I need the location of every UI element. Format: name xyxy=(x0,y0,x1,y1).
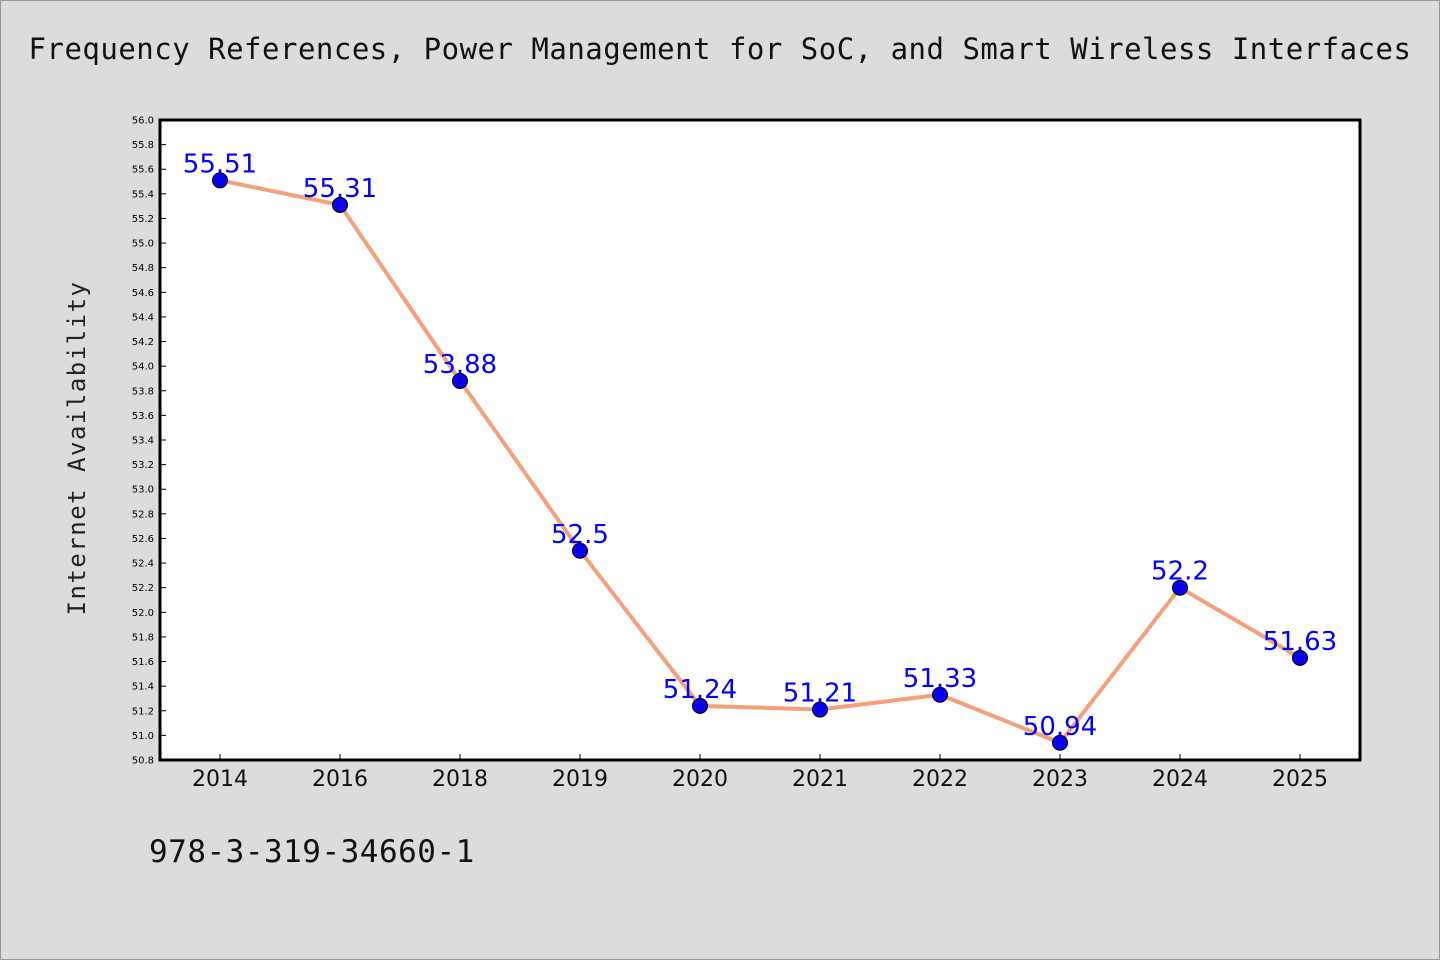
y-tick-label: 55.2 xyxy=(132,214,154,225)
y-tick-label: 54.0 xyxy=(132,362,154,373)
y-tick-label: 55.8 xyxy=(132,140,154,151)
x-tick-label: 2016 xyxy=(312,767,368,792)
data-label: 51.24 xyxy=(663,675,737,705)
y-tick-label: 51.2 xyxy=(132,706,154,717)
data-point xyxy=(572,542,588,559)
data-label: 53.88 xyxy=(423,350,497,380)
y-tick-label: 52.4 xyxy=(132,559,154,570)
y-tick-label: 53.2 xyxy=(132,460,154,471)
data-label: 52.5 xyxy=(551,520,609,550)
x-tick-label: 2025 xyxy=(1272,767,1328,792)
y-tick-label: 51.0 xyxy=(132,731,154,742)
data-point xyxy=(212,172,228,189)
x-tick-label: 2014 xyxy=(192,767,248,792)
y-tick-label: 52.0 xyxy=(132,608,154,619)
footnote-isbn: 978-3-319-34660-1 xyxy=(149,834,475,870)
y-tick-label: 52.2 xyxy=(132,583,154,594)
x-tick-label: 2024 xyxy=(1152,767,1208,792)
x-tick-label: 2019 xyxy=(552,767,608,792)
y-tick-label: 53.8 xyxy=(132,386,154,397)
x-tick-label: 2020 xyxy=(672,767,728,792)
y-tick-label: 54.4 xyxy=(132,312,154,323)
y-tick-label: 55.6 xyxy=(132,165,154,176)
data-point xyxy=(1292,649,1308,666)
data-point xyxy=(1172,579,1188,596)
y-tick-label: 55.0 xyxy=(132,239,154,250)
data-point xyxy=(932,686,948,703)
plot-area xyxy=(160,120,1360,760)
x-tick-label: 2022 xyxy=(912,767,968,792)
data-label: 52.2 xyxy=(1151,557,1209,587)
y-tick-label: 51.4 xyxy=(132,682,154,693)
y-tick-label: 51.6 xyxy=(132,657,154,668)
y-tick-label: 54.6 xyxy=(132,288,154,299)
data-label: 51.63 xyxy=(1263,627,1337,657)
data-label: 55.51 xyxy=(183,149,257,179)
x-tick-label: 2023 xyxy=(1032,767,1088,792)
x-tick-label: 2018 xyxy=(432,767,488,792)
series-line xyxy=(218,178,1302,745)
y-tick-label: 53.6 xyxy=(132,411,154,422)
y-tick-label: 52.8 xyxy=(132,509,154,520)
plot-border xyxy=(158,118,1362,762)
data-label: 51.33 xyxy=(903,664,977,694)
data-label: 50.94 xyxy=(1023,712,1097,742)
y-tick-label: 53.0 xyxy=(132,485,154,496)
y-tick-label: 50.8 xyxy=(132,756,154,767)
y-tick-label: 53.4 xyxy=(132,436,154,447)
x-tick-label: 2021 xyxy=(792,767,848,792)
data-point xyxy=(812,701,828,718)
y-tick-label: 56.0 xyxy=(132,116,154,127)
y-tick-label: 54.8 xyxy=(132,263,154,274)
data-point xyxy=(332,196,348,213)
data-point xyxy=(1052,734,1068,751)
y-tick-label: 54.2 xyxy=(132,337,154,348)
data-point xyxy=(692,697,708,714)
chart-title: Frequency References, Power Management f… xyxy=(28,32,1412,66)
data-label: 51.21 xyxy=(783,679,857,709)
y-tick-label: 51.8 xyxy=(132,632,154,643)
y-tick-label: 52.6 xyxy=(132,534,154,545)
data-label: 55.31 xyxy=(303,174,377,204)
y-tick-label: 55.4 xyxy=(132,189,154,200)
data-point xyxy=(452,372,468,389)
